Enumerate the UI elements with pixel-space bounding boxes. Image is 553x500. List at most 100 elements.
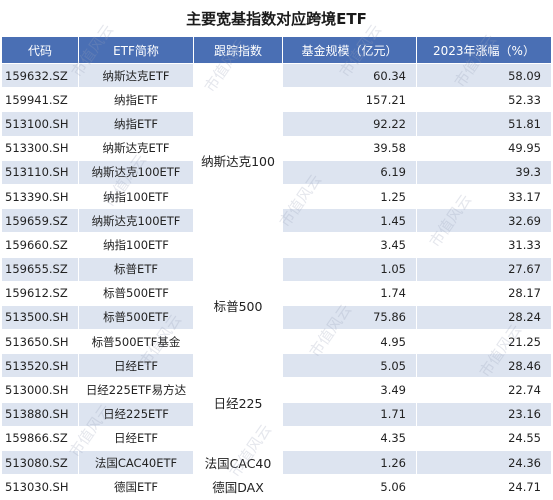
cell-etf-name: 纳斯达克100ETF: [78, 159, 194, 185]
cell-code: 513000.SH: [1, 377, 79, 403]
table-row: 513300.SH 纳斯达克ETF 39.58 49.95: [1, 135, 552, 161]
cell-etf-name: 标普ETF: [78, 256, 194, 282]
cell-code: 159660.SZ: [1, 232, 79, 258]
column-header-change: 2023年涨幅（%）: [416, 36, 552, 64]
table-row: 159941.SZ 纳指ETF 157.21 52.33: [1, 87, 552, 113]
cell-etf-name: 标普500ETF: [78, 304, 194, 331]
cell-change-2023: 28.46: [416, 353, 552, 379]
cell-code: 513300.SH: [1, 135, 79, 161]
table-row: 159632.SZ 纳斯达克ETF 纳斯达克100 60.34 58.09: [1, 62, 552, 258]
cell-fund-size: 1.74: [282, 280, 417, 306]
cell-code: 513100.SH: [1, 111, 79, 137]
cell-fund-size: 4.95: [282, 329, 417, 355]
table-row: 513390.SH 纳指100ETF 1.25 33.17: [1, 183, 552, 210]
cell-change-2023: 32.69: [416, 208, 552, 234]
cell-code: 513080.SZ: [1, 449, 79, 476]
cell-code: 159866.SZ: [1, 425, 79, 452]
cell-etf-name: 日经225ETF: [78, 401, 194, 427]
cell-fund-size: 4.35: [282, 425, 417, 452]
cell-fund-size: 5.05: [282, 353, 417, 379]
table-row: 513100.SH 纳指ETF 92.22 51.81: [1, 111, 552, 137]
cell-etf-name: 纳指100ETF: [78, 183, 194, 210]
cell-tracking-index: 标普500: [193, 256, 283, 355]
cell-fund-size: 39.58: [282, 135, 417, 161]
cell-etf-name: 法国CAC40ETF: [78, 449, 194, 476]
cell-change-2023: 28.17: [416, 280, 552, 306]
cell-fund-size: 5.06: [282, 474, 417, 500]
header-row: 代码 ETF简称 跟踪指数 基金规模（亿元） 2023年涨幅（%）: [1, 36, 552, 64]
cell-fund-size: 6.19: [282, 159, 417, 185]
page-title: 主要宽基指数对应跨境ETF: [186, 9, 367, 28]
table-body: 159632.SZ 纳斯达克ETF 纳斯达克100 60.34 58.09 159941.…: [1, 62, 552, 500]
cell-change-2023: 33.17: [416, 183, 552, 210]
cell-etf-name: 纳斯达克ETF: [78, 62, 194, 89]
cell-etf-name: 纳斯达克100ETF: [78, 208, 194, 234]
cell-change-2023: 39.3: [416, 159, 552, 185]
cell-code: 513390.SH: [1, 183, 79, 210]
cell-code: 513520.SH: [1, 353, 79, 379]
cell-fund-size: 1.25: [282, 183, 417, 210]
cell-fund-size: 75.86: [282, 304, 417, 331]
cell-etf-name: 日经ETF: [78, 425, 194, 452]
table-row: 513880.SH 日经225ETF 1.71 23.16: [1, 401, 552, 427]
cell-tracking-index: 法国CAC40: [193, 449, 283, 476]
cell-code: 159655.SZ: [1, 256, 79, 282]
cell-fund-size: 3.45: [282, 232, 417, 258]
cell-code: 513880.SH: [1, 401, 79, 427]
table-row: 159660.SZ 纳指100ETF 3.45 31.33: [1, 232, 552, 258]
cell-etf-name: 纳斯达克ETF: [78, 135, 194, 161]
cell-code: 159659.SZ: [1, 208, 79, 234]
table-row: 513520.SH 日经ETF 日经225 5.05 28.46: [1, 353, 552, 451]
cell-etf-name: 标普500ETF基金: [78, 329, 194, 355]
cell-etf-name: 日经225ETF易方达: [78, 377, 194, 403]
cell-fund-size: 1.26: [282, 449, 417, 476]
table-row: 513080.SZ 法国CAC40ETF 法国CAC40 1.26 24.36: [1, 449, 552, 476]
cell-fund-size: 1.71: [282, 401, 417, 427]
cell-change-2023: 58.09: [416, 62, 552, 89]
column-header-code: 代码: [1, 36, 79, 64]
cell-code: 513030.SH: [1, 474, 79, 500]
cell-change-2023: 31.33: [416, 232, 552, 258]
cell-etf-name: 日经ETF: [78, 353, 194, 379]
cell-code: 513650.SH: [1, 329, 79, 355]
cell-fund-size: 92.22: [282, 111, 417, 137]
cell-change-2023: 21.25: [416, 329, 552, 355]
cell-code: 513500.SH: [1, 304, 79, 331]
cell-fund-size: 1.05: [282, 256, 417, 282]
table-row: 159659.SZ 纳斯达克100ETF 1.45 32.69: [1, 208, 552, 234]
cell-change-2023: 27.67: [416, 256, 552, 282]
cell-change-2023: 22.74: [416, 377, 552, 403]
cell-change-2023: 49.95: [416, 135, 552, 161]
table-row: 513030.SH 德国ETF 德国DAX 5.06 24.71: [1, 474, 552, 500]
cell-change-2023: 52.33: [416, 87, 552, 113]
table-row: 513500.SH 标普500ETF 75.86 28.24: [1, 304, 552, 331]
table-row: 159655.SZ 标普ETF 标普500 1.05 27.67: [1, 256, 552, 355]
cell-change-2023: 24.36: [416, 449, 552, 476]
cell-etf-name: 纳指ETF: [78, 111, 194, 137]
table-row: 513650.SH 标普500ETF基金 4.95 21.25: [1, 329, 552, 355]
cell-code: 159612.SZ: [1, 280, 79, 306]
cell-etf-name: 德国ETF: [78, 474, 194, 500]
cell-etf-name: 纳指100ETF: [78, 232, 194, 258]
cell-change-2023: 24.71: [416, 474, 552, 500]
cell-code: 159632.SZ: [1, 62, 79, 89]
table-row: 513110.SH 纳斯达克100ETF 6.19 39.3: [1, 159, 552, 185]
table-row: 159866.SZ 日经ETF 4.35 24.55: [1, 425, 552, 452]
cell-change-2023: 23.16: [416, 401, 552, 427]
column-header-size: 基金规模（亿元）: [282, 36, 417, 64]
cell-tracking-index: 日经225: [193, 353, 283, 451]
cell-etf-name: 纳指ETF: [78, 87, 194, 113]
cell-change-2023: 24.55: [416, 425, 552, 452]
cell-change-2023: 28.24: [416, 304, 552, 331]
cell-etf-name: 标普500ETF: [78, 280, 194, 306]
column-header-index: 跟踪指数: [193, 36, 283, 64]
etf-table: 代码 ETF简称 跟踪指数 基金规模（亿元） 2023年涨幅（%） 159632…: [1, 36, 552, 500]
cell-fund-size: 1.45: [282, 208, 417, 234]
cell-tracking-index: 德国DAX: [193, 474, 283, 500]
column-header-name: ETF简称: [78, 36, 194, 64]
cell-fund-size: 157.21: [282, 87, 417, 113]
cell-tracking-index: 纳斯达克100: [193, 63, 283, 258]
cell-change-2023: 51.81: [416, 111, 552, 137]
table-row: 159612.SZ 标普500ETF 1.74 28.17: [1, 280, 552, 306]
